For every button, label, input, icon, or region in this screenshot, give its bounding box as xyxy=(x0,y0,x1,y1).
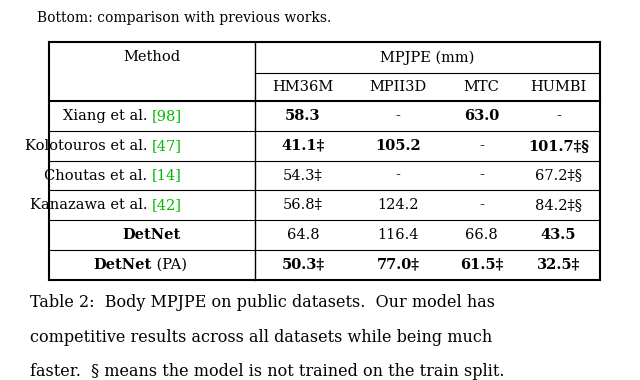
Text: DetNet: DetNet xyxy=(93,258,152,272)
Text: HUMBI: HUMBI xyxy=(531,80,586,94)
Text: Kanazawa et al.: Kanazawa et al. xyxy=(30,198,152,212)
Text: 101.7‡§: 101.7‡§ xyxy=(528,139,589,153)
Text: DetNet: DetNet xyxy=(123,228,181,242)
Text: MPJPE (mm): MPJPE (mm) xyxy=(380,50,475,65)
Text: 54.3‡: 54.3‡ xyxy=(283,169,323,182)
Text: [42]: [42] xyxy=(152,198,182,212)
Text: -: - xyxy=(479,169,484,182)
Text: 124.2: 124.2 xyxy=(378,198,419,212)
Text: Bottom: comparison with previous works.: Bottom: comparison with previous works. xyxy=(36,11,331,25)
Text: Table 2:  Body MPJPE on public datasets.  Our model has: Table 2: Body MPJPE on public datasets. … xyxy=(30,294,495,311)
Text: 67.2‡§: 67.2‡§ xyxy=(535,169,582,182)
Text: 41.1‡: 41.1‡ xyxy=(281,139,324,153)
Text: 43.5: 43.5 xyxy=(541,228,576,242)
Text: 32.5‡: 32.5‡ xyxy=(537,258,580,272)
Text: faster.  § means the model is not trained on the train split.: faster. § means the model is not trained… xyxy=(30,363,505,380)
Text: [98]: [98] xyxy=(152,109,182,123)
Text: MPII3D: MPII3D xyxy=(370,80,427,94)
Text: 105.2: 105.2 xyxy=(376,139,421,153)
Text: -: - xyxy=(556,109,561,123)
Text: Choutas et al.: Choutas et al. xyxy=(44,169,152,182)
Text: 116.4: 116.4 xyxy=(378,228,419,242)
Text: -: - xyxy=(396,109,401,123)
Text: 58.3: 58.3 xyxy=(285,109,321,123)
Text: Kolotouros et al.: Kolotouros et al. xyxy=(25,139,152,153)
Text: [47]: [47] xyxy=(152,139,182,153)
Text: HM36M: HM36M xyxy=(272,80,333,94)
Text: 63.0: 63.0 xyxy=(464,109,499,123)
Text: -: - xyxy=(396,169,401,182)
Text: Xiang et al.: Xiang et al. xyxy=(63,109,152,123)
Text: 56.8‡: 56.8‡ xyxy=(283,198,323,212)
Text: 84.2‡§: 84.2‡§ xyxy=(535,198,582,212)
Text: 50.3‡: 50.3‡ xyxy=(282,258,324,272)
Text: -: - xyxy=(479,139,484,153)
Text: competitive results across all datasets while being much: competitive results across all datasets … xyxy=(30,329,493,346)
Text: 66.8: 66.8 xyxy=(465,228,498,242)
Text: Method: Method xyxy=(124,50,180,64)
Text: 64.8: 64.8 xyxy=(287,228,319,242)
Text: -: - xyxy=(479,198,484,212)
Text: 77.0‡: 77.0‡ xyxy=(377,258,420,272)
Text: MTC: MTC xyxy=(463,80,499,94)
Text: 61.5‡: 61.5‡ xyxy=(460,258,503,272)
Text: [14]: [14] xyxy=(152,169,182,182)
Text: (PA): (PA) xyxy=(152,258,187,272)
